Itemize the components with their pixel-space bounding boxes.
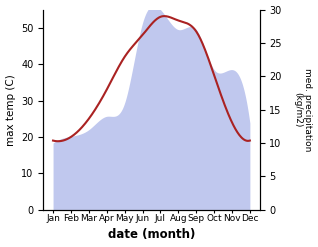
X-axis label: date (month): date (month)	[108, 228, 195, 242]
Y-axis label: med. precipitation
(kg/m2): med. precipitation (kg/m2)	[293, 68, 313, 151]
Y-axis label: max temp (C): max temp (C)	[5, 74, 16, 145]
